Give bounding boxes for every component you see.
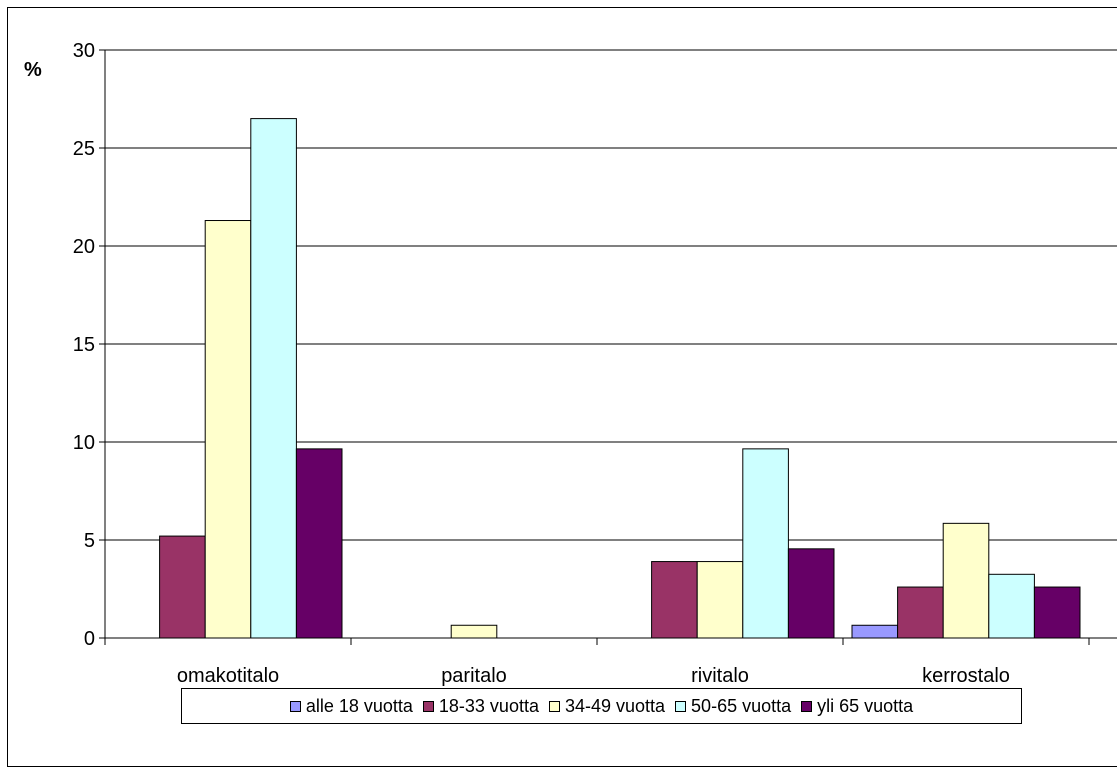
- legend-swatch: [675, 700, 687, 712]
- bar: [295, 448, 343, 639]
- bar: [851, 624, 899, 639]
- y-tick-label: 5: [84, 530, 95, 552]
- bar: [787, 548, 835, 639]
- legend-entry: yli 65 vuotta: [801, 696, 913, 717]
- bar: [897, 586, 944, 639]
- legend-swatch: [289, 700, 301, 712]
- y-axis-label: %: [24, 59, 42, 81]
- y-tick-label: 30: [73, 40, 95, 62]
- x-tick-label: kerrostalo: [922, 665, 1010, 687]
- legend-label: 34-49 vuotta: [564, 695, 666, 716]
- bar: [204, 220, 252, 639]
- x-tick-label: omakotitalo: [177, 665, 279, 687]
- legend: alle 18 vuotta 18-33 vuotta 34-49 vuotta 50…: [181, 688, 1022, 724]
- bar: [988, 573, 1035, 639]
- bar: [250, 118, 297, 639]
- x-tick-label: paritalo: [441, 665, 507, 687]
- legend-entry: 18-33 vuotta: [422, 695, 539, 717]
- x-tick-label: rivitalo: [691, 665, 749, 687]
- bar: [159, 535, 206, 639]
- bars: [159, 118, 1081, 639]
- legend-entry: 50-65 vuotta: [675, 696, 791, 717]
- bar: [942, 522, 990, 639]
- axes: [99, 49, 1117, 645]
- legend-label: yli 65 vuotta: [817, 695, 914, 716]
- legend-entry: 34-49 vuotta: [548, 695, 666, 717]
- legend-entry: alle 18 vuotta: [289, 695, 413, 717]
- y-tick-label: 15: [73, 334, 95, 356]
- chart-frame: [7, 7, 1117, 767]
- legend-swatch: [801, 700, 813, 712]
- y-tick-label: 20: [73, 236, 95, 258]
- bar: [450, 624, 498, 639]
- y-tick-label: 10: [73, 432, 95, 454]
- legend-label: 18-33 vuotta: [438, 695, 539, 716]
- y-tick-label: 0: [84, 628, 95, 650]
- x-tick-labels: omakotitalo paritalo rivitalo kerrostalo: [177, 665, 1010, 687]
- bar: [696, 561, 744, 639]
- legend-label: 50-65 vuotta: [691, 695, 792, 716]
- bar: [742, 448, 789, 639]
- bar: [651, 561, 698, 639]
- legend-swatch: [422, 700, 434, 712]
- y-tick-label: 25: [73, 138, 95, 160]
- y-tick-labels: 0 5 10 15 20 25 30: [73, 40, 95, 650]
- bar: [1033, 586, 1081, 639]
- legend-label: alle 18 vuotta: [305, 695, 413, 716]
- legend-swatch: [548, 700, 560, 712]
